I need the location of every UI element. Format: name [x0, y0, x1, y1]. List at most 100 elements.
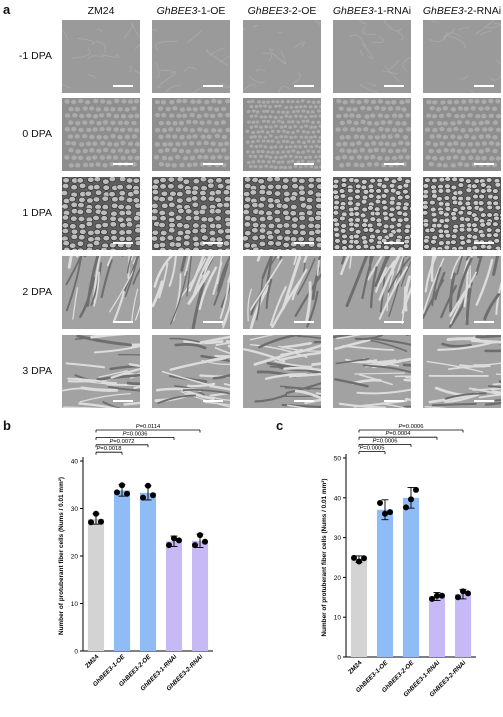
- scale-bar: [113, 242, 133, 244]
- bar: [87, 518, 105, 651]
- data-point: [124, 490, 130, 497]
- y-tick-label: 10: [71, 601, 79, 608]
- data-point: [192, 542, 198, 549]
- scale-bar: [474, 85, 494, 87]
- sem-micrograph: [62, 256, 140, 329]
- sem-micrograph: [243, 20, 321, 93]
- y-tick-label: 40: [71, 459, 79, 466]
- bar: [191, 540, 209, 651]
- sem-micrograph: [243, 177, 321, 250]
- p-value-label: P=0.0005: [360, 446, 385, 452]
- panel-c-letter: c: [276, 418, 284, 433]
- sem-micrograph: [243, 98, 321, 171]
- data-point: [93, 510, 99, 517]
- data-point: [150, 492, 156, 499]
- scale-bar: [203, 242, 223, 244]
- y-tick-label: 50: [334, 456, 342, 463]
- scale-bar: [113, 85, 133, 87]
- sem-micrograph: [333, 256, 411, 329]
- data-point: [455, 594, 461, 601]
- scale-bar: [203, 163, 223, 165]
- data-point: [413, 486, 419, 493]
- sem-micrograph: [152, 98, 230, 171]
- data-point: [429, 595, 435, 602]
- row-label: -1 DPA: [18, 49, 52, 62]
- data-point: [387, 509, 393, 516]
- scale-bar: [113, 163, 133, 165]
- data-point: [434, 592, 440, 599]
- sem-micrograph: [62, 98, 140, 171]
- chart-b: 0 10 20 30 40 Number of protuberant fiber cel…: [58, 424, 213, 693]
- sem-micrograph: [333, 98, 411, 171]
- data-point: [88, 519, 94, 526]
- y-tick-label: 10: [334, 615, 342, 622]
- sem-micrograph: [333, 335, 411, 408]
- data-point: [114, 489, 120, 496]
- sem-micrograph: [243, 256, 321, 329]
- p-value-label: P=0.0036: [123, 431, 148, 437]
- scale-bar: [294, 321, 314, 323]
- p-value-label: P=0.0114: [136, 424, 161, 430]
- bar: [428, 596, 446, 657]
- sem-micrograph: [62, 335, 140, 408]
- y-tick-label: 20: [334, 575, 342, 582]
- scale-bar: [294, 242, 314, 244]
- scale-bar: [384, 400, 404, 402]
- bar: [454, 594, 472, 657]
- row-label: 2 DPA: [22, 285, 52, 298]
- bar: [376, 509, 394, 657]
- p-value-label: P=0.0006: [399, 424, 424, 430]
- sem-micrograph: [423, 335, 501, 408]
- sem-micrograph: [152, 256, 230, 329]
- data-point: [382, 510, 388, 517]
- data-point: [197, 532, 203, 539]
- panel-b-letter: b: [3, 418, 11, 433]
- bar: [402, 497, 420, 657]
- scale-bar: [474, 242, 494, 244]
- sem-micrograph: [333, 20, 411, 93]
- scale-bar: [203, 400, 223, 402]
- p-value-label: P=0.0004: [386, 431, 412, 437]
- panel-a-letter: a: [3, 2, 11, 17]
- scale-bar: [474, 163, 494, 165]
- sem-micrograph: [152, 20, 230, 93]
- scale-bar: [474, 321, 494, 323]
- data-point: [145, 482, 151, 489]
- scale-bar: [384, 163, 404, 165]
- data-point: [166, 542, 172, 549]
- data-point: [439, 592, 445, 599]
- data-point: [98, 518, 104, 525]
- bar: [350, 559, 368, 657]
- sem-micrograph: [423, 256, 501, 329]
- row-label: 1 DPA: [22, 206, 52, 219]
- scale-bar: [294, 163, 314, 165]
- sem-micrograph: [152, 335, 230, 408]
- data-point: [460, 588, 466, 595]
- scale-bar: [113, 321, 133, 323]
- sem-micrograph: [62, 20, 140, 93]
- scale-bar: [474, 400, 494, 402]
- sem-micrograph: [423, 20, 501, 93]
- y-axis-label: Number of protuberant fiber cells (Nums …: [321, 478, 328, 636]
- column-header: GhBEE3-1-RNAi: [332, 5, 412, 17]
- p-value-label: P=0.0072: [110, 439, 135, 445]
- data-point: [202, 538, 208, 545]
- y-tick-label: 20: [71, 554, 79, 561]
- p-value-label: P=0.0018: [97, 446, 122, 452]
- sem-micrograph: [243, 335, 321, 408]
- data-point: [171, 535, 177, 542]
- scale-bar: [294, 400, 314, 402]
- y-tick-label: 30: [334, 535, 342, 542]
- sem-micrograph: [152, 177, 230, 250]
- y-tick-label: 40: [334, 495, 342, 502]
- data-point: [176, 537, 182, 544]
- scale-bar: [384, 321, 404, 323]
- y-tick-label: 30: [71, 506, 79, 513]
- row-label: 0 DPA: [22, 127, 52, 140]
- y-axis-label: Number of protuberant fiber cells (Nums …: [58, 477, 65, 635]
- column-header: GhBEE3-1-OE: [156, 5, 226, 17]
- data-point: [356, 558, 362, 565]
- x-tick-label: ZM24: [84, 653, 101, 670]
- scale-bar: [294, 85, 314, 87]
- column-header: GhBEE3-2-OE: [247, 5, 317, 17]
